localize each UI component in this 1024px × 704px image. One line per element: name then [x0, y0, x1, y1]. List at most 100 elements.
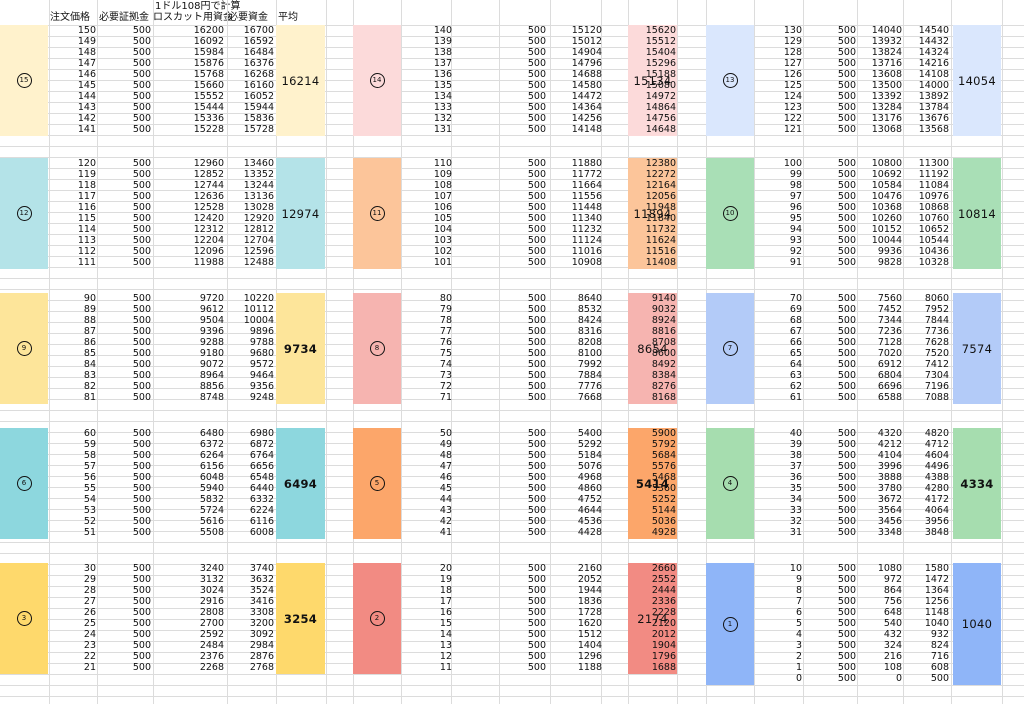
- margin-cell[interactable]: 500: [132, 494, 151, 505]
- required-fund-cell[interactable]: 14108: [918, 69, 949, 80]
- order-price-cell[interactable]: 63: [789, 370, 802, 381]
- required-fund-cell[interactable]: 3632: [249, 574, 274, 585]
- required-fund-cell[interactable]: 14540: [918, 25, 949, 36]
- losscut-fund-cell[interactable]: 4320: [877, 428, 902, 439]
- losscut-fund-cell[interactable]: 1944: [577, 585, 602, 596]
- margin-cell[interactable]: 500: [837, 585, 856, 596]
- order-price-cell[interactable]: 137: [433, 58, 452, 69]
- losscut-fund-cell[interactable]: 8208: [577, 337, 602, 348]
- group-number-cell[interactable]: 2: [353, 563, 401, 674]
- losscut-fund-cell[interactable]: 2592: [199, 629, 224, 640]
- margin-cell[interactable]: 500: [837, 640, 856, 651]
- margin-cell[interactable]: 500: [132, 370, 151, 381]
- required-fund-cell[interactable]: 824: [930, 640, 949, 651]
- required-fund-cell[interactable]: 2120: [651, 618, 676, 629]
- order-price-cell[interactable]: 143: [77, 102, 96, 113]
- order-price-cell[interactable]: 103: [433, 235, 452, 246]
- order-price-cell[interactable]: 9: [795, 574, 802, 585]
- order-price-cell[interactable]: 32: [789, 516, 802, 527]
- losscut-fund-cell[interactable]: 15984: [193, 47, 224, 58]
- order-price-cell[interactable]: 84: [83, 359, 96, 370]
- margin-cell[interactable]: 500: [132, 574, 151, 585]
- order-price-cell[interactable]: 122: [783, 113, 802, 124]
- losscut-fund-cell[interactable]: 1188: [577, 662, 602, 673]
- margin-cell[interactable]: 500: [527, 618, 546, 629]
- losscut-fund-cell[interactable]: 10152: [871, 224, 902, 235]
- order-price-cell[interactable]: 119: [77, 169, 96, 180]
- losscut-fund-cell[interactable]: 7776: [577, 381, 602, 392]
- margin-cell[interactable]: 500: [527, 293, 546, 304]
- order-price-cell[interactable]: 133: [433, 102, 452, 113]
- required-fund-cell[interactable]: 9464: [249, 370, 274, 381]
- required-fund-cell[interactable]: 13136: [243, 191, 274, 202]
- margin-cell[interactable]: 500: [837, 516, 856, 527]
- required-fund-cell[interactable]: 608: [930, 662, 949, 673]
- margin-cell[interactable]: 500: [132, 359, 151, 370]
- margin-cell[interactable]: 500: [132, 607, 151, 618]
- average-cell[interactable]: 12974: [276, 158, 325, 269]
- required-fund-cell[interactable]: 15836: [243, 113, 274, 124]
- order-price-cell[interactable]: 23: [83, 640, 96, 651]
- required-fund-cell[interactable]: 15620: [645, 25, 676, 36]
- required-fund-cell[interactable]: 3308: [249, 607, 274, 618]
- losscut-fund-cell[interactable]: 4212: [877, 439, 902, 450]
- losscut-fund-cell[interactable]: 5076: [577, 461, 602, 472]
- order-price-cell[interactable]: 76: [439, 337, 452, 348]
- margin-cell[interactable]: 500: [527, 58, 546, 69]
- order-price-cell[interactable]: 130: [783, 25, 802, 36]
- required-fund-cell[interactable]: 13028: [243, 202, 274, 213]
- required-fund-cell[interactable]: 1472: [924, 574, 949, 585]
- losscut-fund-cell[interactable]: 4752: [577, 494, 602, 505]
- order-price-cell[interactable]: 132: [433, 113, 452, 124]
- margin-cell[interactable]: 500: [132, 505, 151, 516]
- average-cell[interactable]: 10814: [953, 158, 1001, 269]
- margin-cell[interactable]: 500: [132, 428, 151, 439]
- losscut-fund-cell[interactable]: 1080: [877, 563, 902, 574]
- order-price-cell[interactable]: 62: [789, 381, 802, 392]
- order-price-cell[interactable]: 109: [433, 169, 452, 180]
- order-price-cell[interactable]: 73: [439, 370, 452, 381]
- margin-cell[interactable]: 500: [527, 224, 546, 235]
- margin-cell[interactable]: 500: [837, 472, 856, 483]
- margin-cell[interactable]: 500: [527, 516, 546, 527]
- losscut-fund-cell[interactable]: 5616: [199, 516, 224, 527]
- average-cell[interactable]: 8654: [628, 293, 677, 404]
- group-number-cell[interactable]: 10: [706, 158, 754, 269]
- required-fund-cell[interactable]: 9572: [249, 359, 274, 370]
- required-fund-cell[interactable]: 10328: [918, 257, 949, 268]
- required-fund-cell[interactable]: 14756: [645, 113, 676, 124]
- order-price-cell[interactable]: 52: [83, 516, 96, 527]
- required-fund-cell[interactable]: 16592: [243, 36, 274, 47]
- losscut-fund-cell[interactable]: 9072: [199, 359, 224, 370]
- margin-cell[interactable]: 500: [837, 673, 856, 684]
- required-fund-cell[interactable]: 16700: [243, 25, 274, 36]
- required-fund-cell[interactable]: 7304: [924, 370, 949, 381]
- losscut-fund-cell[interactable]: 15552: [193, 91, 224, 102]
- losscut-fund-cell[interactable]: 2052: [577, 574, 602, 585]
- losscut-fund-cell[interactable]: 10260: [871, 213, 902, 224]
- losscut-fund-cell[interactable]: 11340: [571, 213, 602, 224]
- required-fund-cell[interactable]: 4172: [924, 494, 949, 505]
- required-fund-cell[interactable]: 10436: [918, 246, 949, 257]
- required-fund-cell[interactable]: 2228: [651, 607, 676, 618]
- losscut-fund-cell[interactable]: 10692: [871, 169, 902, 180]
- required-fund-cell[interactable]: 11732: [645, 224, 676, 235]
- margin-cell[interactable]: 500: [527, 629, 546, 640]
- losscut-fund-cell[interactable]: 5724: [199, 505, 224, 516]
- losscut-fund-cell[interactable]: 3780: [877, 483, 902, 494]
- losscut-fund-cell[interactable]: 14472: [571, 91, 602, 102]
- order-price-cell[interactable]: 113: [77, 235, 96, 246]
- margin-cell[interactable]: 500: [132, 326, 151, 337]
- required-fund-cell[interactable]: 6872: [249, 439, 274, 450]
- losscut-fund-cell[interactable]: 6588: [877, 392, 902, 403]
- margin-cell[interactable]: 500: [527, 326, 546, 337]
- losscut-fund-cell[interactable]: 6696: [877, 381, 902, 392]
- required-fund-cell[interactable]: 2984: [249, 640, 274, 651]
- order-price-cell[interactable]: 112: [77, 246, 96, 257]
- order-price-cell[interactable]: 53: [83, 505, 96, 516]
- margin-cell[interactable]: 500: [837, 25, 856, 36]
- losscut-fund-cell[interactable]: 9288: [199, 337, 224, 348]
- margin-cell[interactable]: 500: [132, 235, 151, 246]
- group-number-cell[interactable]: 15: [0, 25, 48, 136]
- required-fund-cell[interactable]: 11624: [645, 235, 676, 246]
